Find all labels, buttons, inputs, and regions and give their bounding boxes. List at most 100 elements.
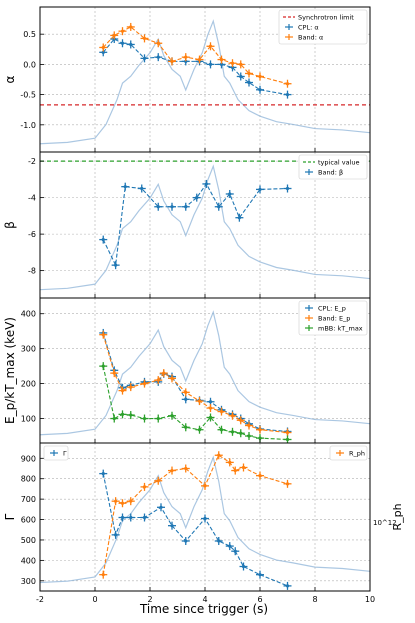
data-point	[154, 376, 163, 385]
y-tick-label: 400	[21, 310, 36, 319]
y-axis-label: β	[3, 221, 17, 229]
data-point	[168, 411, 176, 420]
data-point	[154, 39, 163, 48]
x-tick-label: 10	[365, 595, 375, 604]
data-point	[245, 432, 253, 441]
marker	[129, 413, 133, 417]
marker	[156, 479, 160, 483]
y-tick-label: 800	[21, 475, 36, 484]
data-point	[126, 497, 135, 506]
marker	[233, 468, 237, 473]
y-tick-label: 100	[21, 415, 36, 424]
marker	[217, 539, 221, 543]
marker	[217, 453, 221, 457]
marker	[184, 539, 188, 543]
marker	[285, 482, 290, 486]
legend-rph: R_ph	[329, 445, 368, 461]
legend-label: mBB: kT_max	[318, 325, 363, 333]
data-point	[256, 185, 264, 194]
marker	[170, 414, 174, 418]
legend-label: Band: α	[298, 34, 323, 42]
marker	[258, 573, 262, 577]
data-point	[99, 469, 108, 478]
marker	[219, 409, 224, 414]
marker	[142, 515, 147, 520]
x-tick-label: -2	[36, 595, 44, 604]
marker	[170, 205, 174, 209]
marker	[123, 185, 127, 189]
data-point	[256, 425, 264, 434]
data-point	[126, 22, 135, 31]
x-tick-label: 6	[257, 595, 262, 604]
x-axis-label: Time since trigger (s)	[139, 602, 268, 616]
data-point	[126, 513, 135, 522]
data-point	[283, 581, 292, 590]
data-point	[110, 31, 119, 40]
plot-area	[39, 443, 371, 591]
marker	[162, 371, 166, 375]
data-point	[201, 481, 209, 490]
legend-label: CPL: E_p	[318, 305, 346, 313]
panel-beta: -2 -4 -6 -8 β typical value Band: β	[3, 151, 371, 299]
marker	[239, 62, 243, 66]
marker	[197, 428, 202, 432]
legend-label: Γ	[63, 450, 67, 458]
marker	[142, 36, 147, 41]
data-point	[206, 60, 215, 69]
marker	[184, 59, 188, 63]
marker	[204, 182, 208, 186]
marker	[120, 29, 125, 33]
marker	[101, 364, 105, 368]
y-axis-label: E_p/kT_max (keV)	[3, 317, 17, 424]
marker	[217, 205, 221, 209]
data-point	[206, 42, 215, 51]
data-point	[159, 369, 168, 378]
data-point	[236, 416, 245, 425]
marker	[112, 371, 116, 375]
marker	[247, 434, 251, 438]
marker	[197, 57, 202, 62]
data-point	[283, 435, 292, 444]
data-point	[168, 374, 176, 383]
marker	[219, 428, 224, 432]
data-point	[126, 383, 135, 392]
marker	[101, 573, 105, 577]
series-line	[102, 38, 288, 96]
data-point	[217, 55, 226, 64]
series-1	[99, 451, 292, 579]
series-line	[102, 26, 288, 85]
data-point	[99, 235, 108, 244]
light-curve	[39, 310, 371, 436]
marker	[156, 41, 160, 45]
series-1	[99, 330, 292, 437]
data-point	[111, 497, 120, 506]
data-point	[140, 513, 149, 522]
marker	[208, 415, 213, 420]
data-point	[118, 386, 127, 395]
plot-area	[39, 298, 371, 444]
data-point	[99, 570, 108, 579]
data-point	[283, 184, 292, 193]
marker	[239, 418, 243, 422]
marker	[120, 501, 125, 505]
data-point	[181, 464, 190, 473]
marker	[170, 376, 174, 380]
marker	[120, 388, 125, 393]
marker	[142, 485, 147, 489]
data-point	[283, 79, 292, 88]
marker	[228, 192, 232, 196]
marker	[237, 216, 241, 220]
marker	[101, 50, 105, 54]
series-2	[99, 362, 292, 444]
marker	[203, 516, 207, 521]
marker	[239, 74, 243, 79]
marker	[285, 186, 290, 191]
marker	[184, 425, 188, 429]
marker	[184, 390, 188, 394]
data-point	[206, 404, 215, 413]
marker	[142, 416, 147, 421]
data-point	[231, 466, 240, 475]
data-point	[99, 330, 108, 339]
y-tick-label: 0.0	[23, 60, 36, 69]
